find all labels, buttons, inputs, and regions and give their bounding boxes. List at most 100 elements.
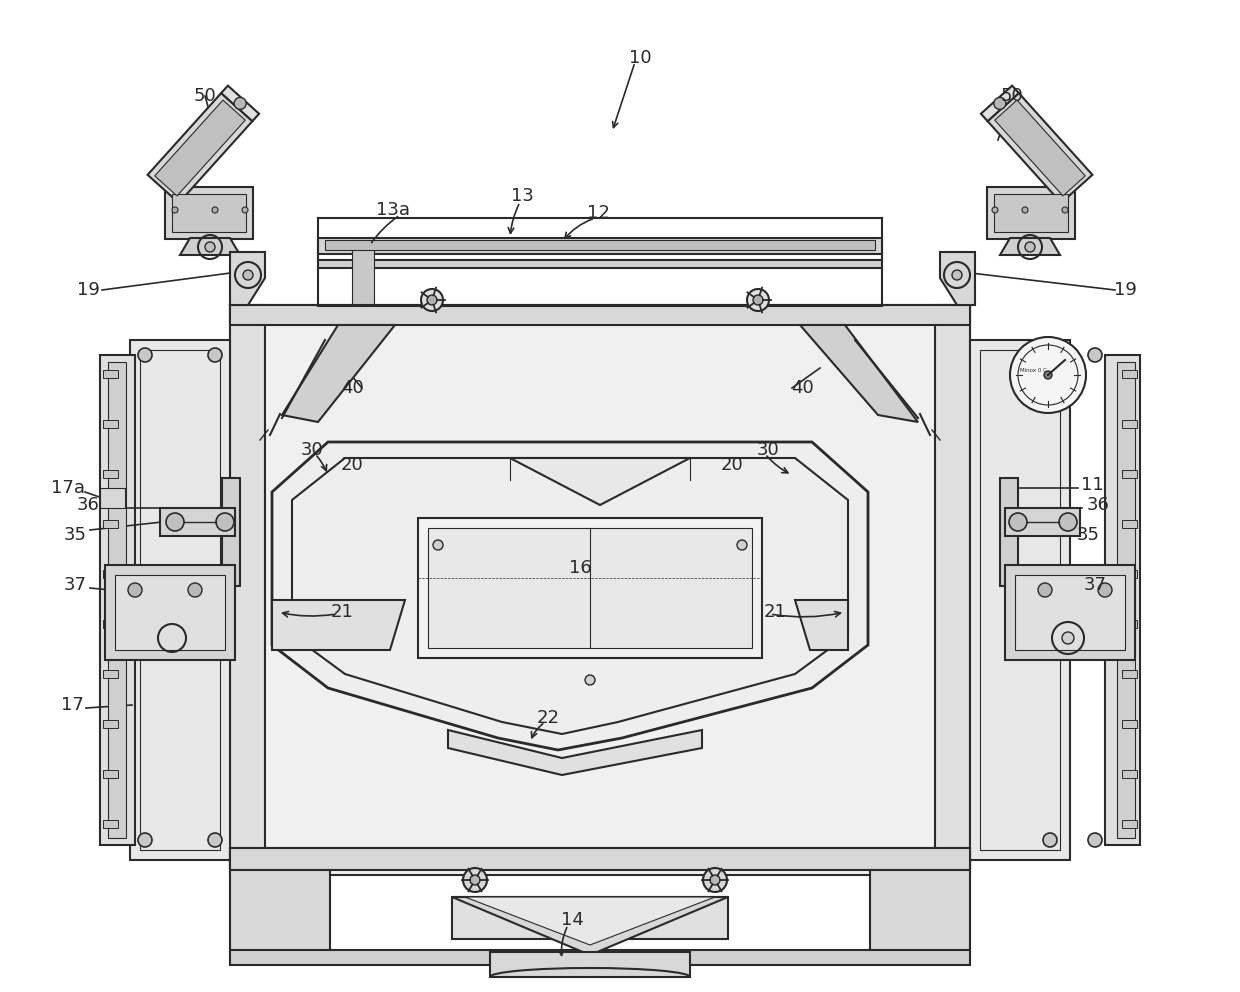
Circle shape (703, 868, 727, 892)
Circle shape (1059, 513, 1078, 531)
Bar (490, 952, 689, 977)
Bar (418, 518, 763, 658)
Bar (103, 420, 118, 428)
Bar (1122, 570, 1137, 578)
Text: 21: 21 (331, 603, 353, 621)
Circle shape (746, 289, 769, 311)
Bar (100, 488, 125, 508)
Bar (108, 362, 126, 838)
Bar (130, 340, 229, 860)
Text: 17: 17 (61, 696, 83, 714)
Bar (103, 520, 118, 528)
Circle shape (1009, 513, 1027, 531)
Polygon shape (999, 238, 1060, 255)
Text: 30: 30 (756, 441, 780, 459)
Bar (103, 620, 118, 628)
Circle shape (1097, 583, 1112, 597)
Text: 50: 50 (193, 87, 216, 105)
Circle shape (711, 875, 720, 885)
Circle shape (1087, 833, 1102, 847)
Circle shape (208, 833, 222, 847)
Text: 50: 50 (1001, 87, 1023, 105)
Polygon shape (800, 325, 918, 422)
Text: 14: 14 (560, 911, 584, 929)
Text: 36: 36 (1086, 496, 1110, 514)
Text: 16: 16 (569, 559, 591, 577)
Circle shape (138, 348, 153, 362)
Bar (1117, 362, 1135, 838)
Bar (1122, 470, 1137, 478)
Text: 22: 22 (537, 709, 559, 727)
Circle shape (1025, 242, 1035, 252)
Text: 35: 35 (1076, 526, 1100, 544)
Bar (428, 528, 751, 648)
Polygon shape (155, 100, 246, 196)
Polygon shape (453, 897, 728, 955)
Text: 17a: 17a (51, 479, 86, 497)
Bar (994, 194, 1068, 232)
Bar (453, 897, 728, 939)
Circle shape (737, 540, 746, 550)
Bar (1105, 355, 1140, 845)
Bar (229, 305, 970, 325)
Circle shape (216, 513, 234, 531)
Circle shape (172, 207, 179, 213)
Bar (1004, 565, 1135, 660)
Polygon shape (981, 85, 1019, 121)
Polygon shape (994, 100, 1085, 196)
Circle shape (208, 348, 222, 362)
Circle shape (234, 97, 247, 109)
Text: 20: 20 (720, 456, 743, 474)
Bar (103, 720, 118, 728)
Bar (317, 238, 882, 254)
Circle shape (1043, 833, 1056, 847)
Circle shape (188, 583, 202, 597)
Circle shape (753, 295, 763, 305)
Polygon shape (510, 458, 689, 505)
Circle shape (470, 875, 480, 885)
Bar (229, 848, 970, 868)
Bar (115, 575, 224, 650)
Text: 21: 21 (764, 603, 786, 621)
Bar (1016, 575, 1125, 650)
Polygon shape (940, 252, 975, 305)
Polygon shape (180, 238, 241, 255)
Bar (970, 340, 1070, 860)
Circle shape (1043, 348, 1056, 362)
Text: 40: 40 (341, 379, 363, 397)
Text: Minox 0 C: Minox 0 C (1021, 368, 1047, 373)
Bar (1004, 508, 1080, 536)
Bar (1122, 720, 1137, 728)
Bar (165, 187, 253, 239)
Polygon shape (795, 600, 848, 650)
Text: 35: 35 (63, 526, 87, 544)
Text: 12: 12 (587, 204, 609, 222)
Bar (980, 350, 1060, 850)
Text: 10: 10 (629, 49, 651, 67)
Text: 11: 11 (1080, 476, 1104, 494)
Text: 19: 19 (77, 281, 99, 299)
Bar (229, 870, 330, 960)
Polygon shape (987, 93, 1092, 203)
Bar (229, 950, 970, 965)
Circle shape (463, 868, 487, 892)
Bar (1122, 370, 1137, 378)
Bar (103, 570, 118, 578)
Bar (1122, 770, 1137, 778)
Circle shape (1061, 632, 1074, 644)
Text: 36: 36 (77, 496, 99, 514)
Bar (317, 260, 882, 268)
Text: 13a: 13a (376, 201, 410, 219)
Bar (222, 478, 241, 586)
Polygon shape (448, 730, 702, 775)
Bar (935, 305, 970, 865)
Circle shape (1044, 371, 1052, 379)
Text: 19: 19 (1114, 281, 1136, 299)
Bar (103, 370, 118, 378)
Polygon shape (272, 600, 405, 650)
Circle shape (1038, 583, 1052, 597)
Circle shape (212, 207, 218, 213)
Text: 40: 40 (791, 379, 813, 397)
Circle shape (585, 675, 595, 685)
Circle shape (992, 207, 998, 213)
